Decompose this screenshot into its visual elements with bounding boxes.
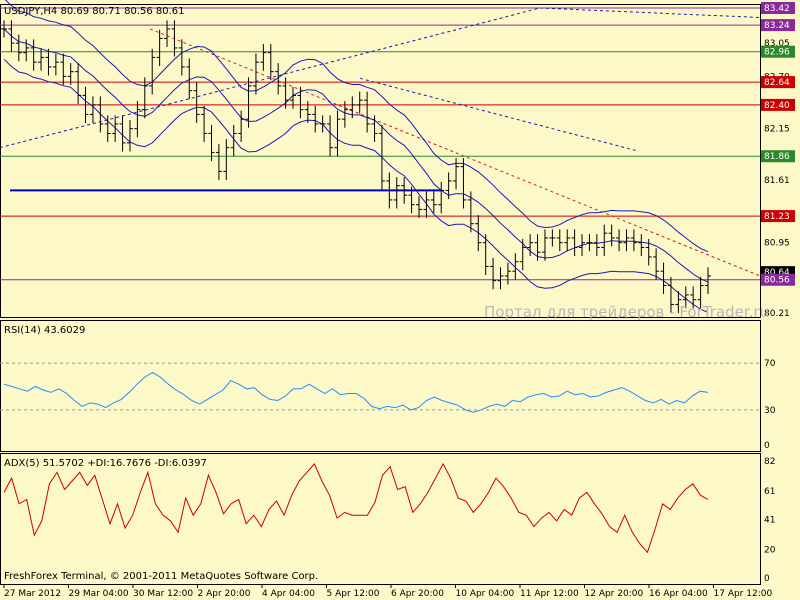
y-tick-81.61: 81.61 bbox=[764, 176, 790, 186]
trendline-up bbox=[0, 7, 541, 149]
adx-line bbox=[3, 462, 709, 554]
adx-tick-82: 82 bbox=[764, 457, 775, 467]
level-tag-bg-82.96 bbox=[761, 45, 795, 58]
y-tick-82.15: 82.15 bbox=[764, 125, 790, 135]
x-tick-label: 16 Apr 04:00 bbox=[649, 589, 708, 599]
x-tick-label: 2 Apr 20:00 bbox=[198, 589, 251, 599]
level-tag-bg-81.86 bbox=[761, 150, 795, 163]
price-levels bbox=[0, 7, 761, 281]
adx-tick-0: 0 bbox=[764, 574, 770, 584]
level-tag-81.23: 81.23 bbox=[764, 212, 790, 222]
level-tag-bg-82.40 bbox=[761, 98, 795, 111]
x-tick-label: 11 Apr 12:00 bbox=[520, 589, 579, 599]
indicator-lines bbox=[3, 0, 709, 313]
band-line-0 bbox=[4, 0, 709, 253]
level-tag-83.42: 83.42 bbox=[764, 4, 790, 14]
level-price-tags: 83.42 83.24 82.96 82.64 82.40 81.86 81.23 80.64… bbox=[761, 2, 795, 286]
x-tick-label: 30 Mar 12:00 bbox=[133, 589, 193, 599]
level-tag-bg-81.23 bbox=[761, 210, 795, 223]
band-line-1 bbox=[3, 28, 709, 283]
symbol-info: USDJPY,H4 80.69 80.71 80.56 80.61 bbox=[4, 6, 185, 17]
trendline-down bbox=[149, 28, 761, 277]
x-tick-label: 27 Mar 2012 bbox=[4, 589, 61, 599]
panel-frame-0 bbox=[0, 4, 761, 318]
y-tick-80.95: 80.95 bbox=[764, 239, 790, 249]
adx-tick-20: 20 bbox=[764, 545, 776, 555]
level-tag-bg-80.56 bbox=[761, 273, 795, 286]
level-tag-bg-83.42 bbox=[761, 2, 795, 14]
x-tick-label: 12 Apr 20:00 bbox=[585, 589, 644, 599]
adx-tick-41: 41 bbox=[764, 516, 775, 526]
panel-frame-2 bbox=[0, 453, 761, 585]
level-tag-81.86: 81.86 bbox=[764, 152, 790, 162]
level-tag-82.96: 82.96 bbox=[764, 48, 790, 58]
subwindow-indicators bbox=[0, 362, 760, 554]
x-tick-label: 29 Mar 04:00 bbox=[69, 589, 129, 599]
panel-frame-1 bbox=[0, 320, 761, 452]
trendline-channel bbox=[359, 77, 637, 152]
band-line-2 bbox=[3, 58, 709, 313]
level-tag-bg-82.64 bbox=[761, 76, 795, 89]
x-tick-label: 4 Apr 04:00 bbox=[262, 589, 315, 599]
adx-tick-61: 61 bbox=[764, 487, 775, 497]
level-tag-83.24: 83.24 bbox=[764, 21, 790, 31]
x-tick-label: 5 Apr 12:00 bbox=[327, 589, 380, 599]
rsi-line bbox=[3, 371, 709, 413]
price-candles bbox=[1, 20, 711, 313]
axes: 83.0582.7082.1581.6180.9580.217030082614… bbox=[3, 39, 790, 599]
level-tag-82.40: 82.40 bbox=[764, 101, 790, 111]
footer-copyright: FreshForex Terminal, © 2001-2011 MetaQuo… bbox=[4, 571, 318, 582]
watermark: Портал для трейдеров - ForTrader.ru bbox=[484, 303, 769, 321]
rsi-tick-30: 30 bbox=[764, 406, 776, 416]
x-tick-label: 17 Apr 12:00 bbox=[714, 589, 773, 599]
x-tick-label: 6 Apr 20:00 bbox=[391, 589, 444, 599]
rsi-tick-70: 70 bbox=[764, 359, 776, 369]
trendline-top bbox=[539, 7, 761, 19]
level-tag-80.64: 80.64 bbox=[764, 268, 790, 278]
level-tag-80.56: 80.56 bbox=[764, 276, 790, 286]
y-tick-80.21: 80.21 bbox=[764, 309, 790, 319]
rsi-label: RSI(14) 43.6029 bbox=[4, 325, 85, 336]
level-tag-82.64: 82.64 bbox=[764, 78, 790, 88]
adx-label: ADX(5) 51.5702 +DI:16.7676 -DI:6.0397 bbox=[4, 458, 207, 469]
x-tick-label: 10 Apr 04:00 bbox=[456, 589, 515, 599]
rsi-tick-0: 0 bbox=[764, 441, 770, 451]
level-tag-bg-83.24 bbox=[761, 19, 795, 32]
y-tick-83.05: 83.05 bbox=[764, 39, 790, 49]
